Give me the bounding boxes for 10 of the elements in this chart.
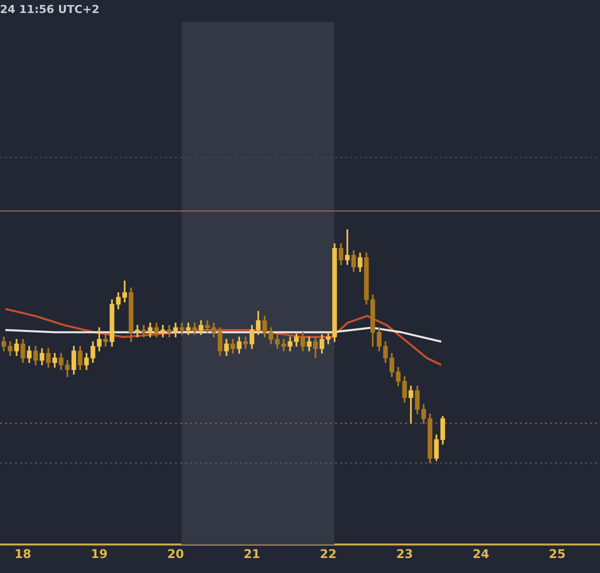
- x-tick-label: 18: [14, 546, 32, 561]
- x-tick-label: 20: [167, 546, 184, 561]
- x-tick-label: 24: [472, 546, 490, 561]
- x-tick-label: 25: [548, 546, 566, 561]
- candlestick: [243, 336, 248, 349]
- x-tick-label: 23: [396, 546, 413, 561]
- x-tick-label: 19: [90, 546, 108, 561]
- x-tick-label: 22: [320, 546, 337, 561]
- x-tick-label: 21: [244, 546, 260, 561]
- text: 24 11:56 UTC+2: [0, 2, 100, 16]
